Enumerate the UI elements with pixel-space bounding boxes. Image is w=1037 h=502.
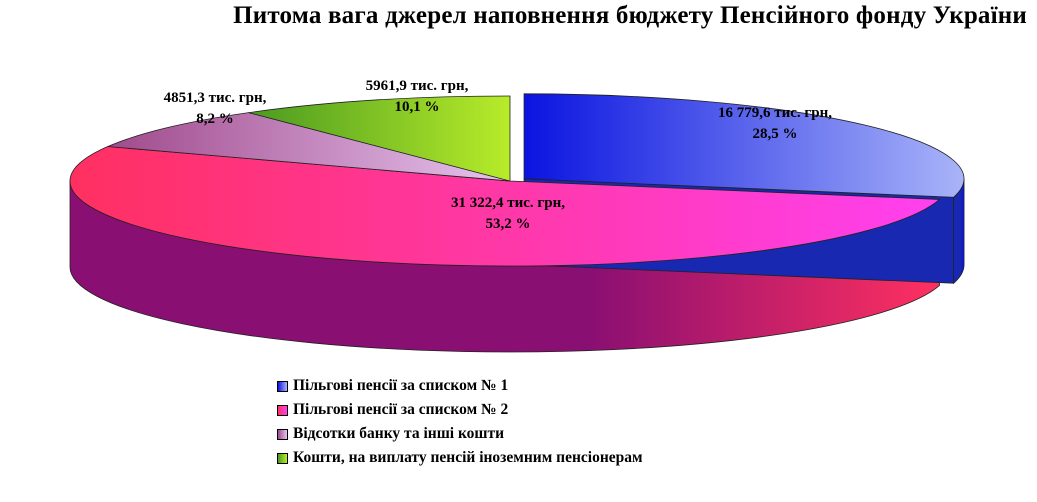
slice-value-label-2: 4851,3 тис. грн, (164, 90, 267, 106)
legend-label: Кошти, на виплату пенсій іноземним пенсі… (293, 449, 643, 466)
legend-label: Пільгові пенсії за списком № 2 (293, 401, 509, 418)
legend-swatch (277, 428, 288, 440)
pie-slice-2 (107, 112, 511, 182)
legend-swatch (277, 380, 288, 392)
slice-value-label-0: 16 779,6 тис. грн, (718, 105, 832, 121)
legend-label: Відсотки банку та інші кошти (293, 425, 505, 442)
slice-percent-label-0: 28,5 % (753, 126, 798, 142)
pie-slice-1 (69, 146, 941, 267)
legend-swatch (277, 452, 288, 464)
legend-item: Пільгові пенсії за списком № 2 (277, 398, 643, 422)
pie-slice-3 (248, 95, 511, 182)
slice-value-label-1: 31 322,4 тис. грн, (451, 195, 565, 211)
slice-percent-label-2: 8,2 % (196, 111, 234, 127)
slice-value-label-3: 5961,9 тис. грн, (366, 78, 469, 94)
slice-percent-label-3: 10,1 % (395, 99, 440, 115)
slice-percent-label-1: 53,2 % (486, 216, 531, 232)
legend: Пільгові пенсії за списком № 1 Пільгові п… (277, 374, 643, 470)
legend-item: Відсотки банку та інші кошти (277, 422, 643, 446)
legend-label: Пільгові пенсії за списком № 1 (293, 377, 509, 394)
legend-item: Кошти, на виплату пенсій іноземним пенсі… (277, 446, 643, 470)
pie-slice-0 (523, 93, 965, 198)
chart-title: Питома вага джерел наповнення бюджету Пе… (233, 2, 1027, 29)
legend-swatch (277, 404, 288, 416)
legend-item: Пільгові пенсії за списком № 1 (277, 374, 643, 398)
